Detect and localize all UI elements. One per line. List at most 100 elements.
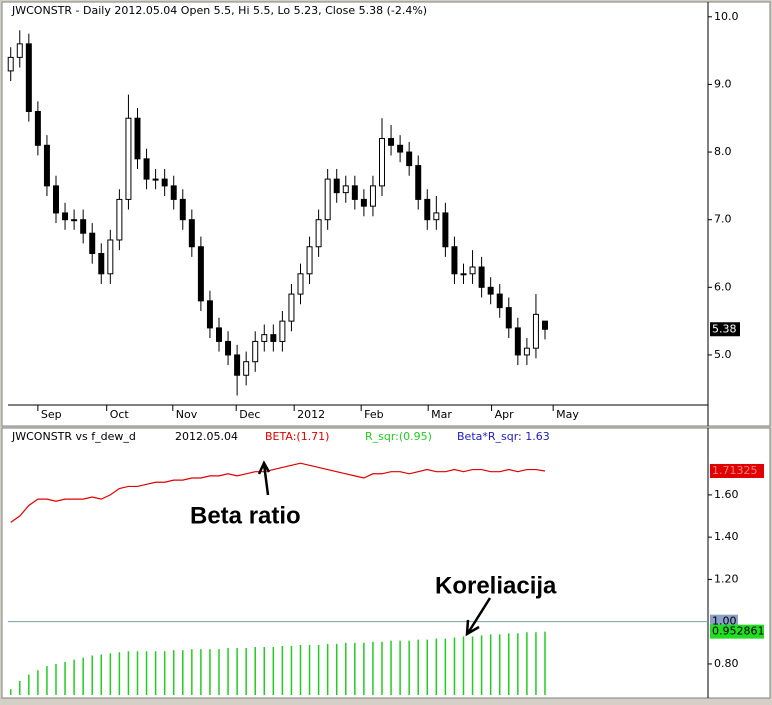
y-tick-label: 0.80 bbox=[714, 657, 739, 670]
candle-body bbox=[532, 313, 539, 349]
last-value-label: 1.71325 bbox=[712, 464, 758, 477]
candle-body bbox=[523, 347, 530, 356]
x-tick-label: Nov bbox=[176, 408, 198, 421]
last-value-label: 5.38 bbox=[712, 322, 737, 335]
legend-entry: BETA:(1.71) bbox=[265, 430, 329, 443]
annotation-arrow bbox=[465, 597, 492, 637]
candle-body bbox=[116, 198, 123, 241]
candle-body bbox=[505, 307, 512, 329]
candle-body bbox=[388, 138, 395, 146]
candle-body bbox=[143, 158, 150, 180]
x-tick-label: Apr bbox=[495, 408, 515, 421]
candle-body bbox=[379, 138, 385, 187]
candle-body bbox=[25, 43, 32, 112]
y-tick-label: 1.60 bbox=[714, 488, 739, 501]
candle-body bbox=[424, 198, 431, 221]
candle-body bbox=[442, 212, 449, 248]
candle-body bbox=[43, 144, 50, 187]
candle-body bbox=[179, 198, 186, 221]
candle-body bbox=[297, 273, 304, 295]
x-tick-label: May bbox=[556, 408, 579, 421]
candle-body bbox=[234, 354, 241, 376]
candle-body bbox=[460, 273, 467, 276]
candle-body bbox=[7, 56, 14, 72]
candle-body bbox=[71, 219, 78, 222]
candle-body bbox=[478, 266, 485, 288]
y-tick-label: 5.0 bbox=[714, 348, 732, 361]
candle-body bbox=[89, 232, 96, 255]
candle-body bbox=[107, 239, 114, 275]
candle-body bbox=[415, 165, 422, 200]
candle-body bbox=[542, 320, 548, 330]
candle-body bbox=[514, 327, 521, 356]
annotation: Koreliacija bbox=[435, 572, 557, 599]
y-tick-label: 1.20 bbox=[714, 572, 739, 585]
candle-body bbox=[333, 178, 340, 194]
candle-body bbox=[369, 185, 376, 207]
sheet-tabs bbox=[0, 699, 772, 705]
x-tick-label: 2012 bbox=[297, 408, 325, 421]
candle-body bbox=[16, 43, 23, 58]
last-value-box bbox=[710, 463, 764, 478]
candle-body bbox=[206, 300, 213, 329]
candle-body bbox=[252, 340, 259, 363]
candle-body bbox=[270, 334, 277, 342]
line bbox=[10, 462, 546, 523]
last-value-box bbox=[710, 322, 740, 337]
candle-body bbox=[261, 334, 268, 342]
candle-body bbox=[243, 361, 250, 376]
y-tick-label: 1.40 bbox=[714, 530, 739, 543]
candle-body bbox=[279, 320, 286, 342]
candle-body bbox=[197, 246, 204, 302]
indicator-title: JWCONSTR vs f_dew_d bbox=[11, 430, 136, 443]
candle-body bbox=[324, 178, 331, 221]
price-pane bbox=[1, 1, 771, 427]
candle-body bbox=[315, 219, 322, 248]
product-label: Beta*R_sqr: 1.63 bbox=[457, 430, 550, 443]
candle-body bbox=[125, 117, 132, 200]
y-tick-label: 8.0 bbox=[714, 145, 732, 158]
candle-body bbox=[433, 212, 440, 221]
candle-body bbox=[62, 212, 69, 221]
candle-body bbox=[80, 219, 87, 234]
annotation: Beta ratio bbox=[190, 502, 301, 529]
candle-body bbox=[161, 178, 168, 187]
candle-body bbox=[397, 144, 404, 153]
candle-body bbox=[98, 253, 105, 275]
y-tick-label: 6.0 bbox=[714, 280, 732, 293]
candle-body bbox=[134, 117, 141, 160]
y-tick-label: 7.0 bbox=[714, 213, 732, 226]
x-tick-label: Oct bbox=[110, 408, 130, 421]
candle-body bbox=[406, 151, 413, 167]
x-tick-label: Sep bbox=[41, 408, 62, 421]
y-tick-label: 10.0 bbox=[714, 10, 739, 23]
chart-title: JWCONSTR - Daily 2012.05.04 Open 5.5, Hi… bbox=[11, 4, 427, 17]
x-tick-label: Dec bbox=[239, 408, 260, 421]
last-value-label: 0.952861 bbox=[712, 625, 765, 638]
x-tick-label: Feb bbox=[364, 408, 383, 421]
candle-body bbox=[469, 266, 476, 275]
candle-body bbox=[351, 185, 358, 200]
x-tick-label: Mar bbox=[431, 408, 452, 421]
candle-body bbox=[360, 198, 367, 207]
indicator-pane bbox=[1, 427, 771, 699]
candle-body bbox=[170, 185, 177, 200]
indicator-date: 2012.05.04 bbox=[175, 430, 238, 443]
candle-body bbox=[188, 219, 195, 248]
annotation-arrow bbox=[257, 460, 271, 496]
candle-body bbox=[306, 246, 313, 275]
candle-body bbox=[451, 246, 458, 275]
candle-body bbox=[496, 293, 503, 309]
candle-body bbox=[152, 178, 159, 181]
candle-body bbox=[53, 185, 59, 214]
legend-entry: R_sqr:(0.95) bbox=[365, 430, 432, 443]
candle-body bbox=[487, 286, 494, 295]
last-value-box bbox=[710, 624, 764, 639]
reference-label: 1.00 bbox=[712, 615, 737, 628]
candle-body bbox=[342, 185, 349, 194]
candle-body bbox=[216, 327, 222, 342]
candle-body bbox=[34, 110, 41, 146]
candle-body bbox=[288, 293, 295, 322]
